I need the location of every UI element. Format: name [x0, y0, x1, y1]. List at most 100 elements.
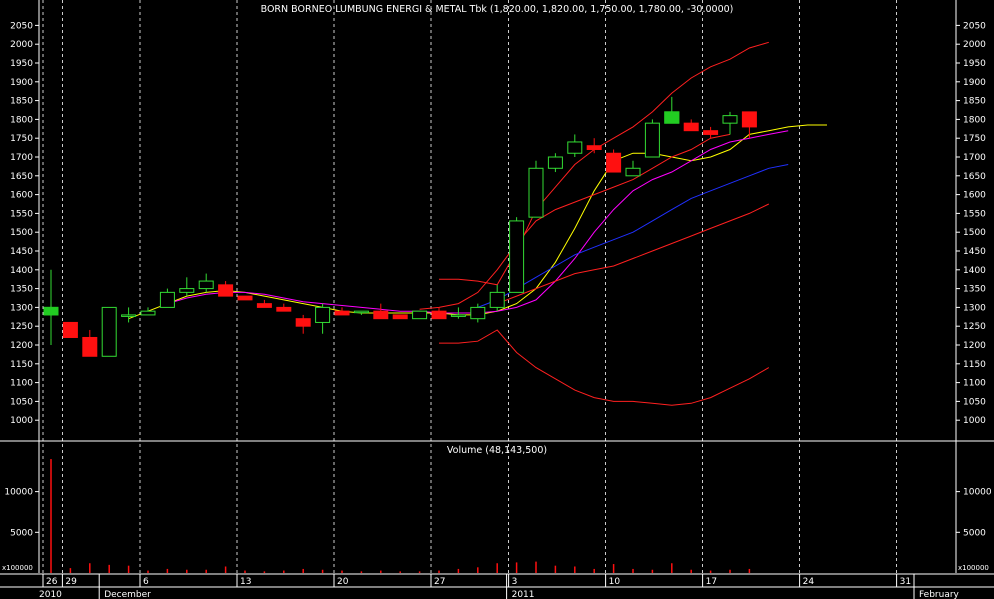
price-tick-label: 1300: [963, 303, 986, 313]
grid-lines: [38, 0, 957, 573]
candle-body: [625, 167, 641, 177]
price-tick-label: 1000: [963, 416, 986, 426]
candle-body: [509, 220, 525, 293]
candle-body: [353, 310, 369, 314]
candle-body: [450, 314, 466, 317]
day-label: 26: [46, 577, 58, 587]
price-tick-label: 1500: [963, 228, 986, 238]
candle-body: [276, 306, 292, 312]
price-tick-label: 1600: [10, 191, 33, 201]
price-tick-label: 2000: [963, 40, 986, 50]
price-tick-label: 1550: [10, 209, 33, 219]
day-label: 31: [900, 577, 911, 587]
price-tick-label: 1250: [10, 322, 33, 332]
candle-body: [392, 314, 408, 320]
price-tick-label: 1450: [963, 247, 986, 257]
price-tick-label: 1800: [10, 115, 33, 125]
candle-body: [470, 306, 486, 320]
price-tick-label: 1100: [963, 379, 986, 389]
overlay-ma_red: [419, 133, 731, 310]
price-tick-label: 1750: [10, 134, 33, 144]
overlay-bb_upper: [439, 41, 769, 286]
price-tick-label: 1700: [963, 153, 986, 163]
price-axis-right: 1000 1050 1100 1150 1200 1250 1300 1350 1400 1450…: [956, 21, 986, 426]
candle-body: [373, 310, 389, 320]
candle-body: [315, 306, 331, 323]
price-tick-label: 1900: [10, 78, 33, 88]
candle-body: [62, 321, 78, 338]
day-label: 17: [706, 577, 717, 587]
price-tick-label: 1100: [10, 379, 33, 389]
candle-body: [586, 145, 602, 150]
price-tick-label: 1800: [963, 115, 986, 125]
price-tick-label: 1700: [10, 153, 33, 163]
candle-body: [644, 122, 660, 158]
price-tick-label: 1150: [963, 360, 986, 370]
price-tick-label: 1450: [10, 247, 33, 257]
candle-body: [179, 288, 195, 293]
candle-body: [412, 310, 428, 320]
day-label: 24: [803, 577, 815, 587]
candle-body: [741, 111, 757, 128]
candle-body: [140, 310, 156, 316]
day-label: 20: [337, 577, 349, 587]
price-tick-label: 1950: [963, 59, 986, 69]
volume-tick-label: 10000: [963, 488, 992, 498]
candle-body: [218, 284, 234, 297]
price-tick-label: 1600: [963, 191, 986, 201]
price-tick-label: 1500: [10, 228, 33, 238]
candle-body: [431, 310, 447, 320]
volume-unit-label: x100000: [2, 564, 33, 572]
day-label: 27: [434, 577, 445, 587]
price-tick-label: 1850: [10, 97, 33, 107]
price-tick-label: 1350: [10, 285, 33, 295]
candle-body: [198, 280, 214, 290]
candle-body: [703, 130, 719, 135]
price-tick-label: 1350: [963, 285, 986, 295]
candlesticks: [43, 96, 757, 357]
price-tick-label: 1000: [10, 416, 33, 426]
price-tick-label: 1550: [963, 209, 986, 219]
price-axis-left: 1000 1050 1100 1150 1200 1250 1300 1350 1400 1450…: [10, 21, 39, 426]
overlay-ma_blue: [477, 164, 789, 308]
price-tick-label: 2050: [10, 21, 33, 31]
date-axis: 26 29 6 13 20 27 3 10 17 24 31 2010 December 2011 Febr…: [0, 573, 994, 599]
volume-title: Volume (48,143,500): [447, 445, 547, 456]
price-tick-label: 2000: [10, 40, 33, 50]
day-label: 3: [512, 577, 518, 587]
price-tick-label: 1150: [10, 360, 33, 370]
candle-body: [256, 303, 272, 308]
candle-body-solid: [664, 111, 680, 124]
price-tick-label: 1250: [963, 322, 986, 332]
overlay-bb_lower: [439, 329, 770, 406]
price-tick-label: 1400: [10, 266, 33, 276]
candle-body: [295, 318, 311, 327]
candle-body: [101, 306, 117, 357]
candle-body: [528, 167, 544, 218]
day-label: 6: [143, 577, 149, 587]
price-tick-label: 1750: [963, 134, 986, 144]
volume-tick-label: 5000: [10, 528, 33, 538]
price-tick-label: 1900: [963, 78, 986, 88]
day-label: 10: [609, 577, 621, 587]
price-tick-label: 1200: [10, 341, 33, 351]
price-tick-label: 1300: [10, 303, 33, 313]
period-label: December: [104, 590, 151, 599]
candle-body: [237, 295, 253, 301]
period-label: 2011: [512, 590, 535, 599]
candle-body: [121, 314, 137, 317]
period-label: 2010: [39, 590, 62, 599]
day-label: 13: [240, 577, 251, 587]
volume-unit-label: x100000: [958, 564, 989, 572]
volume-tick-label: 10000: [4, 488, 33, 498]
price-tick-label: 1200: [963, 341, 986, 351]
price-tick-label: 1650: [963, 172, 986, 182]
overlay-ma_red_long: [497, 203, 770, 305]
period-label: February: [919, 590, 960, 599]
price-tick-label: 1650: [10, 172, 33, 182]
candle-body: [567, 141, 583, 154]
volume-bars: [50, 459, 751, 573]
price-tick-label: 2050: [963, 21, 986, 31]
candle-body-solid: [43, 306, 59, 316]
